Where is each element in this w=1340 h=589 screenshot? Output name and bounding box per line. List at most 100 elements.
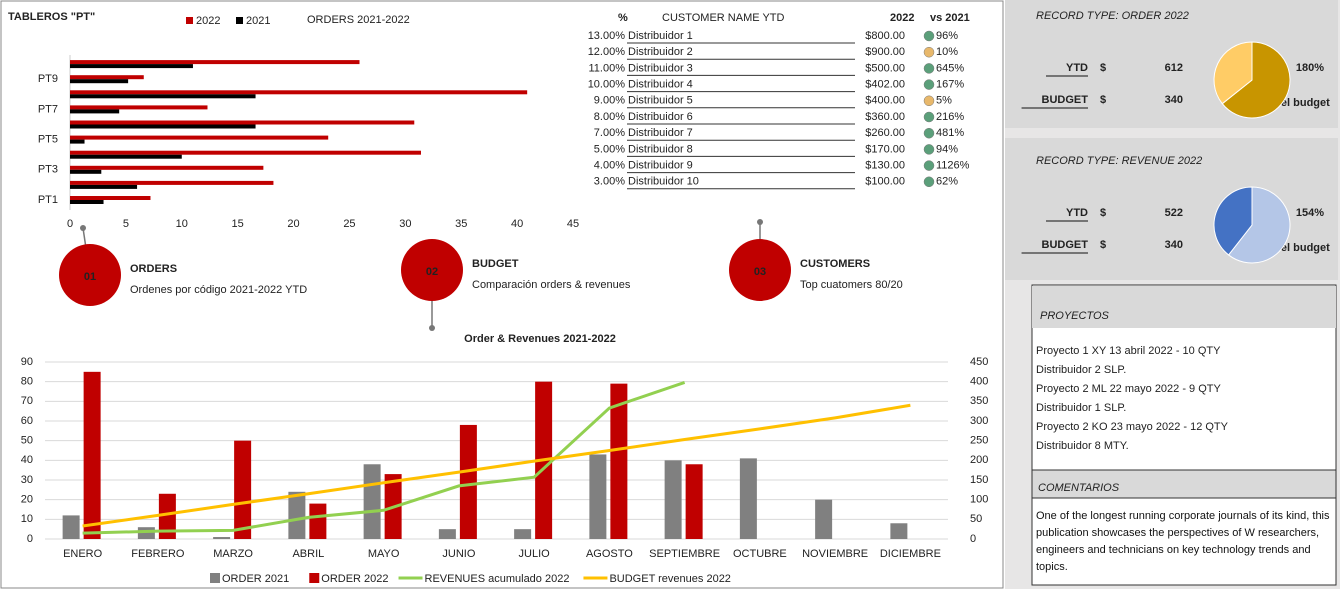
row-pct: 12.00% [588, 46, 626, 58]
table-header: 2022 [890, 12, 914, 24]
project-line: Proyecto 2 KO 23 mayo 2022 - 12 QTY [1036, 421, 1229, 433]
connector-dot [429, 325, 435, 331]
row-pct: 8.00% [594, 111, 625, 123]
row-vs: 1126% [936, 160, 970, 172]
callout-title: BUDGET [472, 258, 519, 270]
legend-label: ORDER 2021 [222, 573, 289, 585]
notes-box [1031, 284, 1337, 586]
row-name: Distribuidor 10 [628, 176, 699, 188]
bar [70, 165, 264, 170]
x-tick-label: 10 [176, 218, 188, 230]
row-name: Distribuidor 7 [628, 127, 693, 139]
x-tick-label: 40 [511, 218, 523, 230]
y2-tick-label: 50 [970, 513, 982, 525]
panel-value: 522 [1165, 207, 1183, 219]
bar [70, 124, 256, 129]
callout-number: 02 [426, 266, 438, 278]
y-tick-label: PT1 [38, 194, 58, 206]
bar [70, 105, 208, 110]
bar [309, 503, 327, 539]
row-pct: 10.00% [588, 79, 626, 91]
row-status [923, 95, 935, 107]
pie-slice [1227, 186, 1291, 264]
bar [70, 150, 421, 155]
panel-ratio: 180% [1296, 62, 1324, 74]
y2-tick-label: 100 [970, 494, 988, 506]
bar [83, 371, 101, 539]
row-vs: 62% [936, 176, 958, 188]
x-tick-label: AGOSTO [586, 548, 633, 560]
panel-ratio: 154% [1296, 207, 1324, 219]
y2-tick-label: 400 [970, 376, 988, 388]
panel-currency: $ [1100, 207, 1106, 219]
pie-slice [1221, 41, 1291, 119]
y2-tick-label: 350 [970, 395, 988, 407]
panel-label: BUDGET [1042, 239, 1089, 251]
panel-currency: $ [1100, 239, 1106, 251]
bar [363, 464, 381, 539]
line [82, 403, 911, 528]
row-amount: $402.00 [865, 79, 905, 91]
row-pct: 11.00% [589, 62, 626, 74]
x-tick-label: 25 [343, 218, 355, 230]
panel-value: 340 [1165, 94, 1183, 106]
y-tick-label: 10 [21, 513, 33, 525]
project-line: Distribuidor 2 SLP. [1036, 364, 1126, 376]
row-status [923, 144, 935, 155]
row-vs: 216% [936, 111, 964, 123]
bar [70, 64, 193, 69]
x-tick-label: 5 [123, 218, 129, 230]
x-tick-label: ENERO [63, 548, 103, 560]
x-tick-label: FEBRERO [131, 548, 185, 560]
panel-value: 612 [1165, 62, 1183, 74]
legend-swatch [309, 573, 320, 583]
bar [685, 464, 703, 539]
legend-swatch [210, 573, 220, 583]
bar [70, 120, 415, 125]
callout-text: Comparación orders & revenues [472, 279, 631, 291]
bar [890, 523, 908, 539]
x-tick-label: NOVIEMBRE [802, 548, 868, 560]
row-pct: 7.00% [594, 127, 625, 139]
x-tick-label: MARZO [213, 548, 253, 560]
row-vs: 10% [936, 46, 958, 58]
row-status [923, 46, 935, 58]
row-pct: 5.00% [594, 143, 625, 155]
row-vs: 645% [936, 62, 964, 74]
row-vs: 96% [936, 30, 958, 42]
row-status [923, 127, 935, 139]
bar [815, 499, 833, 539]
callout-title: CUSTOMERS [800, 258, 870, 270]
table-header: vs 2021 [930, 12, 970, 24]
y2-tick-label: 0 [970, 533, 976, 545]
bar [70, 200, 104, 204]
bar [664, 460, 682, 539]
bar [70, 196, 151, 200]
row-vs: 94% [936, 143, 958, 155]
panel-note: del budget [1274, 242, 1330, 254]
bar [70, 135, 329, 140]
row-name: Distribuidor 8 [628, 143, 693, 155]
row-amount: $500.00 [865, 62, 905, 74]
table-header: % [618, 12, 628, 24]
pie-slice [1213, 186, 1253, 256]
row-status [923, 176, 935, 188]
y2-tick-label: 300 [970, 415, 988, 427]
legend-label: 2021 [246, 15, 270, 27]
y-tick-label: PT7 [38, 103, 58, 115]
x-tick-label: JUNIO [442, 548, 475, 560]
bar [70, 90, 528, 95]
y2-tick-label: 450 [970, 356, 988, 368]
panel-currency: $ [1100, 94, 1106, 106]
row-amount: $360.00 [865, 111, 905, 123]
callout-title: ORDERS [130, 263, 177, 275]
panel-title: RECORD TYPE: ORDER 2022 [1036, 10, 1189, 22]
project-line: Proyecto 1 XY 13 abril 2022 - 10 QTY [1036, 345, 1221, 357]
y-tick-label: 90 [21, 356, 33, 368]
row-amount: $100.00 [865, 176, 905, 188]
bar [739, 458, 757, 539]
bar [70, 154, 182, 159]
y2-tick-label: 150 [970, 474, 988, 486]
